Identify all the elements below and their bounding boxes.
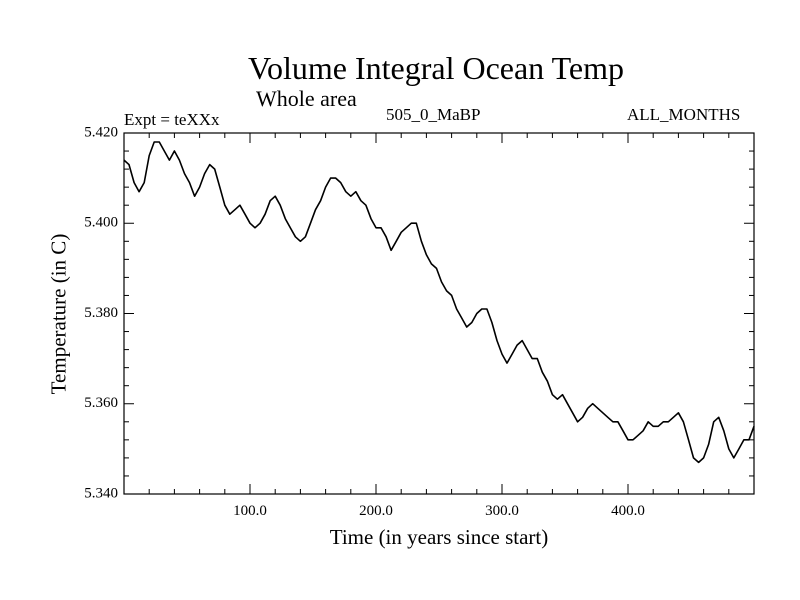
chart-title: Volume Integral Ocean Temp — [247, 50, 624, 86]
months-label: ALL_MONTHS — [627, 105, 741, 124]
y-tick-label: 5.340 — [84, 485, 118, 501]
run-id-label: 505_0_MaBP — [386, 105, 481, 124]
x-tick-label: 100.0 — [233, 503, 267, 519]
axis-tick-labels: 100.0 200.0 300.0 400.0 5.340 5.360 5.380 5.400… — [84, 124, 645, 519]
x-axis-label: Time (in years since start) — [329, 525, 549, 549]
plot-frame — [123, 132, 755, 495]
x-tick-label: 200.0 — [359, 503, 393, 519]
y-tick-label: 5.380 — [84, 305, 118, 321]
temperature-series-line — [123, 141, 755, 464]
y-tick-label: 5.360 — [84, 395, 118, 411]
y-tick-label: 5.420 — [84, 124, 118, 140]
experiment-label: Expt = teXXx — [124, 110, 220, 129]
x-tick-label: 400.0 — [611, 503, 645, 519]
chart-subtitle: Whole area — [256, 86, 357, 111]
y-tick-label: 5.400 — [84, 215, 118, 231]
x-tick-label: 300.0 — [485, 503, 519, 519]
axis-ticks — [124, 132, 754, 495]
